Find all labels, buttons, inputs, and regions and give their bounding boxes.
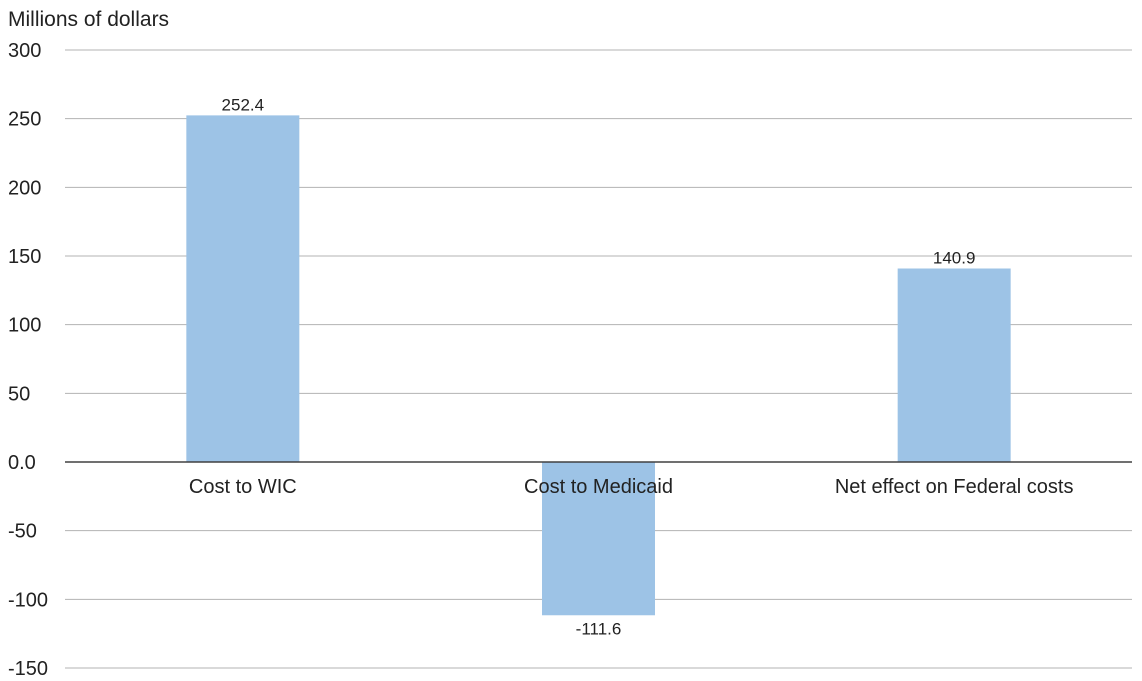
y-tick-label: 300 [8, 40, 41, 62]
y-axis-label: Millions of dollars [8, 8, 169, 31]
bar [186, 115, 300, 462]
y-tick-label: -50 [8, 521, 37, 543]
data-label: 252.4 [222, 95, 265, 114]
data-label: -111.6 [576, 619, 622, 638]
y-tick-label: -100 [8, 589, 48, 611]
y-tick-label: -150 [8, 658, 48, 680]
category-label: Cost to Medicaid [524, 476, 673, 498]
y-tick-label: 150 [8, 246, 41, 268]
bars [186, 115, 1011, 616]
data-label: 140.9 [933, 248, 976, 267]
y-tick-label: 100 [8, 315, 41, 337]
y-tick-label: 200 [8, 177, 41, 199]
category-label: Cost to WIC [189, 476, 297, 498]
bar [897, 268, 1011, 462]
y-tick-label: 0.0 [8, 452, 36, 474]
bar [542, 462, 655, 616]
y-tick-label: 50 [8, 383, 30, 405]
y-tick-labels: 300 250 200 150 100 50 0.0 -50 -100 -150 [8, 40, 48, 680]
data-labels: 252.4 -111.6 140.9 [222, 95, 976, 638]
category-labels: Cost to WIC Cost to Medicaid Net effect on… [189, 476, 1074, 498]
category-label: Net effect on Federal costs [835, 476, 1074, 498]
y-tick-label: 250 [8, 109, 41, 131]
